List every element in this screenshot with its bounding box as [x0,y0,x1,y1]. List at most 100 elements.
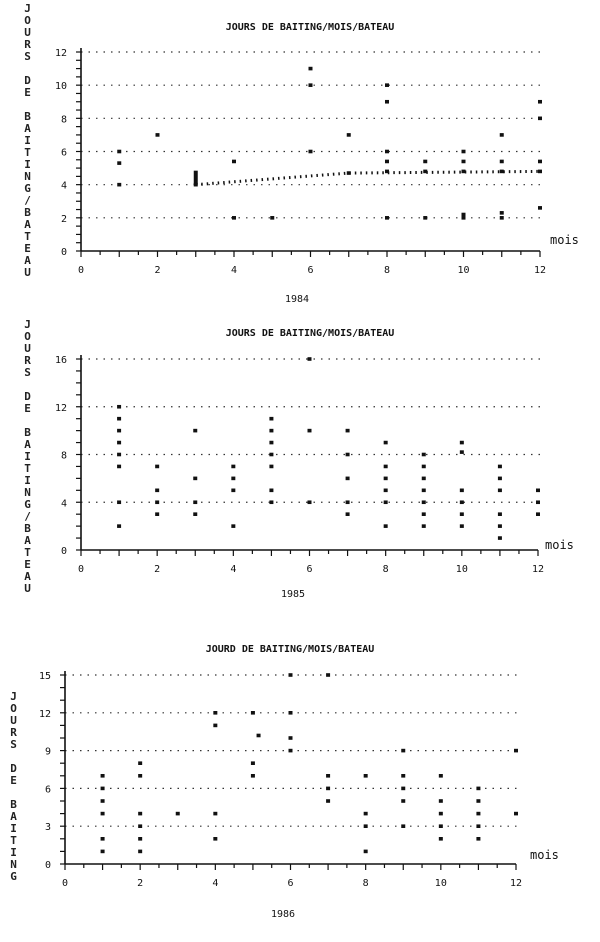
chart-1986: JOURD DE BAITING/MOIS/BATEAU 0 2 4 6 8 10 12 0 3 6… [39,644,559,920]
data-point [250,761,255,765]
y-tick-label: 8 [61,451,67,462]
y-tick-label: 4 [61,181,67,192]
y-tick-label: 12 [39,709,51,720]
y-tick-label: 15 [39,671,51,682]
y-tick-label: 4 [61,498,67,509]
data-point [117,428,122,433]
data-point [383,476,388,481]
x-tick-label: 12 [532,564,544,575]
data-point [193,512,198,516]
data-point [193,500,198,505]
x-tick-label: 4 [230,564,236,575]
data-point [269,464,274,469]
data-point [536,488,540,493]
data-point [155,488,160,493]
data-point [363,849,368,854]
chart-1985-y-axis-label: JOURS DE BAITING/BATEAU [21,318,34,594]
y-tick-label: 16 [55,355,67,366]
data-point [536,500,540,505]
chart-1986-y-axis-label: JOURS DE BAITING [7,690,20,882]
data-point [100,849,105,854]
data-point [459,524,464,528]
data-point [193,428,198,433]
data-point [383,464,388,469]
x-tick-label: 10 [435,878,447,889]
data-point [138,849,143,854]
data-point [385,149,389,154]
data-point [363,811,368,816]
data-point [421,524,426,528]
data-point [117,464,122,469]
data-point [213,837,218,841]
data-point [345,428,350,433]
x-tick-label: 0 [78,265,84,276]
data-point [459,440,464,445]
data-point [383,524,388,528]
data-point [288,736,293,740]
x-tick-label: 6 [306,564,312,575]
data-point [476,824,481,828]
data-point [345,452,350,457]
chart-1984-y-axis-label: JOURS DE BAITING/BATEAU [21,2,34,278]
x-axis-label: mois [530,848,559,862]
data-point [117,440,122,445]
data-point [499,159,504,164]
data-point [401,799,406,803]
data-point [117,500,122,505]
x-tick-label: 0 [62,878,68,889]
x-tick-label: 8 [363,878,369,889]
data-point [326,799,331,803]
data-point [363,824,368,828]
x-tick-label: 10 [456,564,468,575]
data-point [231,476,236,481]
data-point [421,500,426,505]
data-point [117,524,122,528]
data-point [459,450,464,454]
data-point [269,500,274,505]
data-point [269,452,274,457]
data-point [138,837,143,841]
data-point [175,811,180,816]
data-point [232,159,236,164]
data-point [288,711,293,715]
data-point [421,488,426,493]
data-point [401,824,406,828]
data-point [345,476,350,481]
data-point [499,211,504,215]
data-point [155,500,160,505]
data-point [385,159,389,164]
y-tick-label: 6 [45,784,51,795]
y-tick-label: 12 [55,403,67,414]
x-tick-label: 4 [212,878,218,889]
data-point [308,149,313,154]
trend-line [195,169,541,187]
data-point [232,216,236,220]
data-point [423,216,428,220]
data-point [421,476,426,481]
data-point [256,733,261,738]
data-point [307,500,312,505]
data-point [461,212,466,217]
data-point [155,512,160,516]
data-point [461,159,466,164]
data-point [138,761,143,765]
data-point [288,748,293,753]
data-point [100,774,105,778]
data-point [401,748,406,753]
data-point [307,357,312,361]
data-point [193,476,198,481]
data-point [538,116,542,121]
x-tick-label: 8 [384,265,390,276]
x-tick-label: 12 [510,878,522,889]
data-point [499,169,504,174]
data-point [459,500,464,505]
data-point [363,774,368,778]
data-point [476,811,481,816]
data-point [476,786,481,791]
data-point [250,774,255,778]
data-point [538,169,542,174]
data-point [193,182,198,187]
data-point [476,837,481,841]
data-point [538,206,542,210]
